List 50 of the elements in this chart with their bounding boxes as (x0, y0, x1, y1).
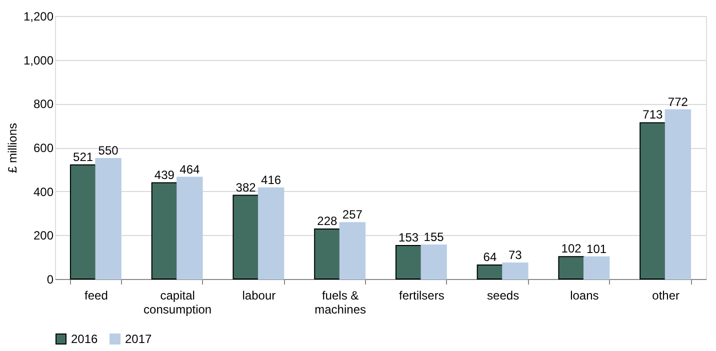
data-label: 102 (561, 242, 582, 256)
bar (232, 194, 259, 280)
y-tick-label: 800 (33, 97, 54, 112)
x-tick-label: seeds (487, 288, 520, 302)
data-label: 713 (642, 108, 664, 122)
data-label: 101 (586, 242, 607, 256)
y-tick-label: 400 (33, 184, 54, 199)
bar (151, 182, 178, 280)
bar (258, 187, 284, 280)
y-tick-label: 0 (46, 272, 54, 286)
data-label: 521 (73, 150, 94, 164)
legend-label: 2016 (71, 332, 98, 346)
x-tick-label: loans (570, 288, 599, 302)
data-label: 257 (342, 208, 363, 222)
bar (583, 256, 610, 280)
bar (70, 164, 96, 280)
data-label: 550 (98, 143, 119, 158)
bar (664, 109, 692, 280)
bar (640, 122, 666, 280)
x-tick-label: other (652, 288, 680, 302)
bar (476, 264, 504, 280)
bar (314, 228, 340, 280)
y-tick-label: 200 (33, 228, 54, 243)
data-label: 772 (668, 94, 688, 109)
data-label: 228 (317, 214, 338, 228)
data-label: 439 (154, 168, 175, 182)
y-tick-label: 1,000 (23, 53, 54, 68)
data-label: 464 (180, 162, 200, 176)
data-label: 153 (398, 230, 419, 244)
x-tick-label: fuels & machines (314, 288, 366, 316)
data-label: 155 (424, 230, 444, 244)
bar (502, 262, 528, 280)
y-tick-label: 600 (33, 141, 54, 155)
legend-label: 2017 (125, 332, 152, 346)
x-tick-label: fertilsers (399, 288, 444, 302)
bar (558, 256, 584, 280)
x-tick-label: capital consumption (144, 288, 212, 316)
bar (395, 244, 422, 280)
x-tick-label: labour (242, 288, 276, 302)
bar (95, 158, 122, 280)
data-label: 64 (483, 250, 497, 264)
y-tick-label: 1,200 (23, 10, 54, 24)
y-axis-title: £ millions (5, 122, 20, 174)
data-label: 382 (236, 180, 256, 194)
bar (176, 176, 203, 280)
data-label: 73 (508, 248, 522, 262)
bar (420, 244, 447, 280)
bar (339, 222, 366, 280)
x-tick-label: feed (84, 288, 108, 302)
data-label: 416 (261, 172, 282, 187)
